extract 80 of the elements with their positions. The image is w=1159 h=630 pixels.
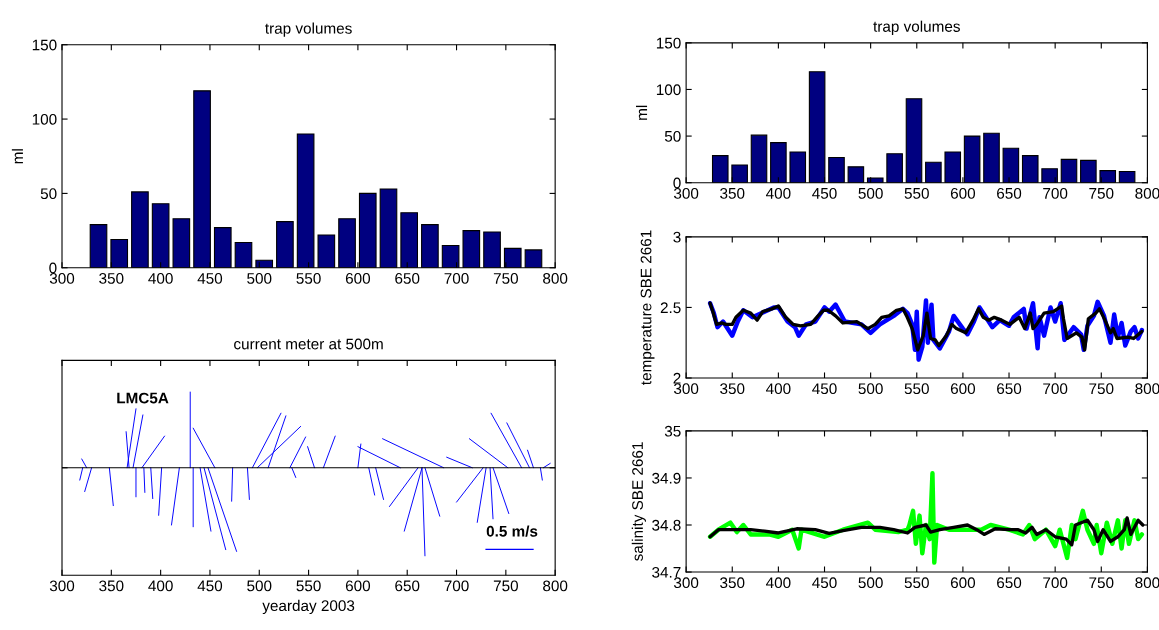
x-tick-label: 700 <box>444 580 469 592</box>
x-tick-label: 300 <box>673 187 699 199</box>
x-tick-label: 650 <box>997 577 1022 589</box>
x-tick-label: 800 <box>1135 383 1159 395</box>
y-tick-label: 0 <box>673 177 681 189</box>
chart-title: trap volumes <box>873 20 960 35</box>
x-tick-label: 550 <box>296 580 321 592</box>
x-tick-label: 700 <box>444 273 469 284</box>
x-tick-label: 600 <box>950 187 976 199</box>
x-tick-label: 500 <box>858 187 883 199</box>
y-tick-label: 34.7 <box>652 566 681 578</box>
x-tick-label: 650 <box>395 580 420 592</box>
x-tick-label: 400 <box>765 577 791 589</box>
y-axis-title: ml <box>11 149 23 164</box>
y-axis-title: salinity SBE 2661 <box>631 442 646 561</box>
x-tick-label: 500 <box>247 580 272 592</box>
x-tick-label: 600 <box>950 383 976 395</box>
y-tick-label: 100 <box>656 84 681 96</box>
y-axis-title: ml <box>635 105 648 120</box>
x-tick-label: 600 <box>345 273 371 284</box>
y-tick-label: 150 <box>32 39 57 51</box>
x-tick-label: 450 <box>812 577 837 589</box>
x-tick-label: 400 <box>765 383 791 395</box>
x-tick-label: 500 <box>247 273 272 284</box>
y-tick-label: 150 <box>656 37 681 49</box>
x-tick-label: 600 <box>950 577 976 589</box>
x-tick-label: 350 <box>99 273 124 284</box>
x-tick-label: 400 <box>765 187 791 199</box>
y-tick-label: 100 <box>32 113 57 125</box>
y-tick-label: 34.8 <box>652 519 681 531</box>
y-tick-label: 2.5 <box>660 302 681 314</box>
x-tick-label: 300 <box>673 383 699 395</box>
x-tick-label: 650 <box>997 383 1022 395</box>
chart-title: trap volumes <box>265 22 352 37</box>
x-tick-label: 750 <box>1089 383 1114 395</box>
x-tick-label: 350 <box>720 383 745 395</box>
y-axis-title: temperature SBE 2661 <box>640 230 655 385</box>
x-tick-label: 450 <box>197 273 223 284</box>
x-tick-label: 450 <box>197 580 223 592</box>
x-tick-label: 650 <box>395 273 420 284</box>
x-tick-label: 750 <box>493 273 518 284</box>
y-tick-label: 34.9 <box>652 472 681 484</box>
x-tick-label: 550 <box>904 187 929 199</box>
x-tick-label: 550 <box>904 383 929 395</box>
x-tick-label: 800 <box>1135 187 1159 199</box>
y-tick-label: 3 <box>673 231 681 243</box>
x-axis-title: yearday 2003 <box>262 599 355 615</box>
y-tick-label: 50 <box>40 188 57 200</box>
x-tick-label: 500 <box>858 383 883 395</box>
x-tick-label: 450 <box>812 383 837 395</box>
x-tick-label: 300 <box>49 580 75 592</box>
x-tick-label: 800 <box>1135 577 1159 589</box>
x-tick-label: 450 <box>812 187 837 199</box>
y-tick-label: 35 <box>664 425 681 437</box>
y-tick-label: 2 <box>673 372 681 384</box>
x-tick-label: 700 <box>1043 577 1068 589</box>
x-tick-label: 650 <box>997 187 1022 199</box>
x-tick-label: 300 <box>49 273 75 284</box>
y-tick-label: 50 <box>664 130 681 142</box>
y-tick-label: 0 <box>49 262 57 274</box>
x-tick-label: 750 <box>1089 577 1114 589</box>
x-tick-label: 350 <box>720 577 745 589</box>
annotation: LMC5A <box>117 392 169 404</box>
x-tick-label: 800 <box>543 273 568 284</box>
x-tick-label: 750 <box>493 580 518 592</box>
x-tick-label: 400 <box>148 273 173 284</box>
x-tick-label: 700 <box>1043 383 1068 395</box>
x-tick-label: 350 <box>99 580 124 592</box>
x-tick-label: 550 <box>904 577 929 589</box>
x-tick-label: 500 <box>858 577 883 589</box>
chart-title: current meter at 500m <box>234 338 383 350</box>
x-tick-label: 800 <box>543 580 568 592</box>
x-tick-label: 600 <box>345 580 371 592</box>
annotation: 0.5 m/s <box>486 525 538 537</box>
x-tick-label: 400 <box>148 580 173 592</box>
x-tick-label: 700 <box>1043 187 1068 199</box>
x-tick-label: 350 <box>720 187 745 199</box>
x-tick-label: 550 <box>296 273 321 284</box>
x-tick-label: 300 <box>673 577 699 589</box>
x-tick-label: 750 <box>1089 187 1114 199</box>
